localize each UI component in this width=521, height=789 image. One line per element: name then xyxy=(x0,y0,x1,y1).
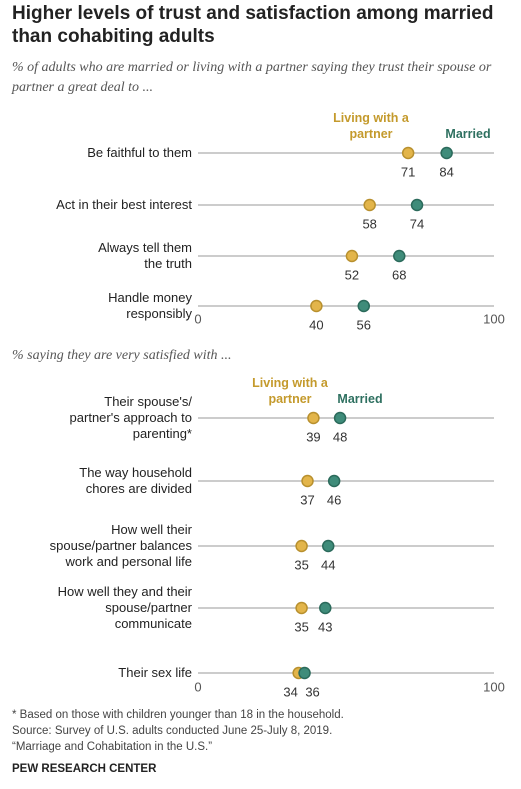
value-label: 56 xyxy=(357,317,371,332)
value-label: 74 xyxy=(410,216,424,231)
value-label: 39 xyxy=(306,429,320,444)
category-label: Always tell them the truth xyxy=(98,240,192,271)
category-label: Be faithful to them xyxy=(87,145,192,160)
source: Source: Survey of U.S. adults conducted … xyxy=(12,725,333,737)
value-label: 48 xyxy=(333,429,347,444)
legend-label: Living with a partner xyxy=(252,376,328,406)
note: * Based on those with children younger t… xyxy=(12,709,344,721)
x-tick-label: 100 xyxy=(483,679,505,694)
x-tick-label: 0 xyxy=(194,679,201,694)
category-label: Handle money responsibly xyxy=(108,290,192,321)
dot xyxy=(345,249,359,263)
dot xyxy=(298,666,311,680)
value-label: 43 xyxy=(318,619,332,634)
dot xyxy=(333,411,347,425)
value-label: 35 xyxy=(294,619,308,634)
category-label: How well their spouse/partner balances w… xyxy=(49,522,192,569)
dot xyxy=(319,601,332,615)
subtitle: % of adults who are married or living wi… xyxy=(12,60,492,95)
value-label: 71 xyxy=(401,164,415,179)
dot xyxy=(440,146,453,160)
value-label: 58 xyxy=(362,216,376,231)
category-label: How well they and their spouse/partner c… xyxy=(57,584,192,631)
dot xyxy=(401,146,415,160)
value-label: 84 xyxy=(439,164,453,179)
dot xyxy=(295,601,308,615)
value-label: 40 xyxy=(309,317,323,332)
x-tick-label: 100 xyxy=(483,311,505,326)
value-label: 68 xyxy=(392,267,406,282)
category-label: Their sex life xyxy=(118,665,192,680)
dot xyxy=(327,474,341,488)
category-label: Their spouse's/ partner's approach to pa… xyxy=(69,394,192,441)
source: “Marriage and Cohabitation in the U.S.” xyxy=(12,741,213,753)
value-label: 35 xyxy=(294,557,308,572)
value-label: 36 xyxy=(305,684,319,699)
legend-label: Married xyxy=(337,392,383,406)
dot xyxy=(301,474,314,488)
value-label: 34 xyxy=(283,684,297,699)
x-tick-label: 0 xyxy=(194,311,201,326)
dot xyxy=(321,539,335,553)
subtitle: % saying they are very satisfied with ..… xyxy=(12,348,232,363)
dot xyxy=(393,249,406,263)
legend-label: Married xyxy=(445,127,491,141)
dot xyxy=(363,198,376,212)
dot xyxy=(295,539,308,553)
category-label: Act in their best interest xyxy=(56,197,192,212)
dot xyxy=(410,198,424,212)
value-label: 52 xyxy=(345,267,359,282)
dot xyxy=(357,299,371,313)
brand: PEW RESEARCH CENTER xyxy=(12,763,157,775)
chart-title: Higher levels of trust and satisfaction … xyxy=(12,3,494,47)
category-label: The way household chores are divided xyxy=(79,465,192,496)
value-label: 44 xyxy=(321,557,335,572)
value-label: 46 xyxy=(327,492,341,507)
dot xyxy=(307,411,320,425)
value-label: 37 xyxy=(300,492,314,507)
legend-label: Living with a partner xyxy=(333,111,409,141)
dot xyxy=(310,299,323,313)
